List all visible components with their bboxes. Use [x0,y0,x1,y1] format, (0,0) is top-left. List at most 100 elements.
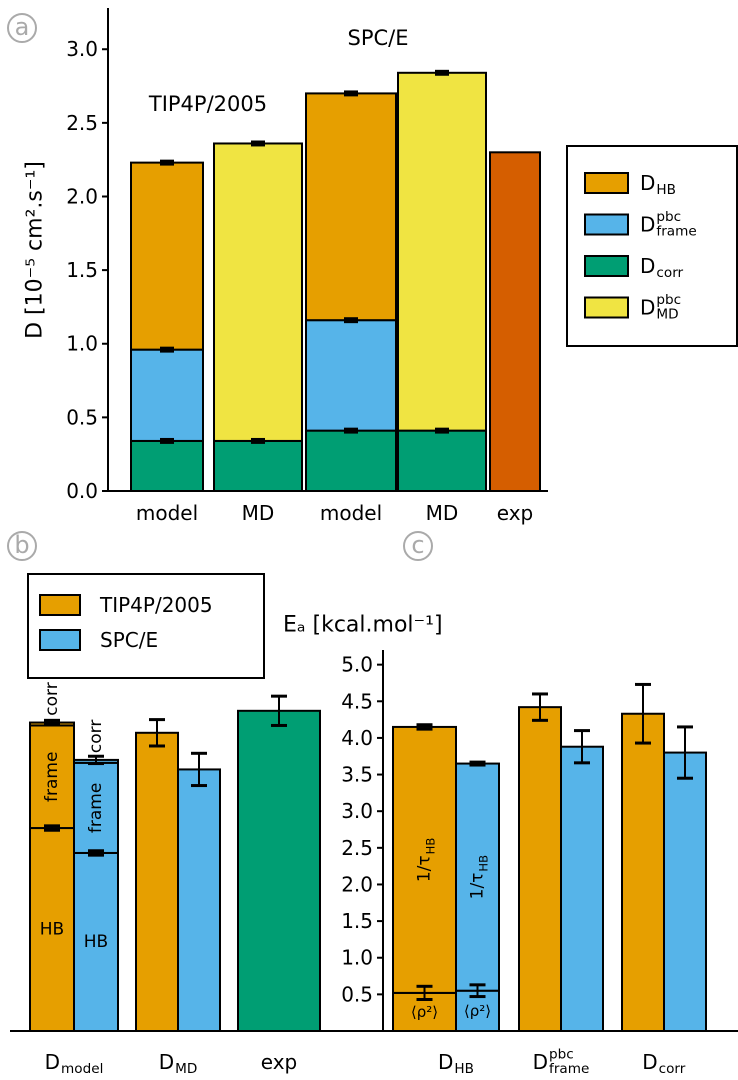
x-tick-label-text: MD [242,501,275,525]
legend-swatch [584,172,629,194]
segment-label-text: frame [86,783,106,833]
bar-segment [305,92,397,322]
error-bar [88,754,104,766]
error-bar [88,849,104,857]
legend-label-text: D [640,171,655,195]
y-tick-label: 2.5 [66,111,98,135]
bar-segment [305,319,397,432]
error-bar [469,983,486,999]
bar-segment [73,851,119,1032]
bar-segment [397,71,487,432]
error-bar [635,682,651,745]
legend-label-text: D [640,296,655,320]
legend-label-text: D [640,254,655,278]
segment-label: 1/τHB [468,855,491,899]
error-bar [435,427,449,434]
y-tick-label: 4.5 [341,689,373,713]
x-tick-label: MD [242,501,275,525]
error-bar [416,984,433,1001]
segment-label: frame [42,752,62,802]
y-axis-label-text: D [10⁻⁵ cm².s⁻¹] [23,161,48,339]
legend-label-sub: frame [656,224,696,240]
y-tick-label: 0.0 [66,479,98,503]
error-bar [574,729,590,765]
segment-label: corr [86,720,106,753]
bar-segment [177,768,221,1032]
x-tick-label: D HB [438,1050,474,1077]
error-bar [44,718,60,727]
error-bar [416,723,433,731]
legend-label-sub: corr [656,265,683,281]
legend-swatch [584,213,629,236]
legend-swatch [584,296,629,319]
y-axis-label: Eₐ [kcal.mol⁻¹] [283,613,443,638]
bar-segment [518,706,562,1033]
y-tick-label: 1.0 [66,332,98,356]
x-tick-label-text: exp [497,501,533,525]
legend-label-text: TIP4P/2005 [99,593,213,617]
segment-label-text: corr [42,682,62,715]
bar-segment [130,348,204,442]
x-tick-label-text: D [533,1050,548,1074]
x-tick-label: exp [261,1050,297,1074]
y-tick-label: 0.5 [66,405,98,429]
panel-label: c [411,531,424,559]
x-tick-label-text: D [159,1050,174,1074]
error-bar [469,760,486,767]
x-tick-label-sub: model [61,1061,103,1077]
error-bar [677,725,693,780]
segment-label: ⟨ρ²⟩ [411,1003,438,1021]
error-bar [251,140,265,147]
x-tick-label-sub: frame [549,1061,589,1077]
error-bar [160,159,174,166]
bar-segment [73,761,119,854]
error-bar [251,437,265,444]
segment-label: frame [86,783,106,833]
segment-label-text: HB [84,932,108,952]
y-tick-label: 5.0 [341,653,373,677]
bar-segment [135,731,179,1033]
x-tick-label-text: MD [426,501,459,525]
bar-segment [213,439,303,492]
legend-label: TIP4P/2005 [99,593,213,617]
x-tick-label-text: model [136,501,198,525]
segment-label-text: 1/τ [468,873,488,900]
error-bar [149,718,165,748]
bar-segment [29,827,75,1033]
y-tick-label: 2.5 [341,836,373,860]
segment-label-text: ⟨ρ²⟩ [411,1003,438,1021]
error-bar [160,346,174,353]
bar-segment [130,439,204,492]
x-tick-label-sup: pbc [549,1046,574,1062]
y-tick-label: 1.5 [66,258,98,282]
x-tick-label-text: D [438,1050,453,1074]
error-bar [344,427,358,434]
x-tick-label: model [320,501,382,525]
y-axis-label: D [10⁻⁵ cm².s⁻¹] [23,161,48,339]
segment-label-sub: HB [423,838,437,855]
error-bar [435,69,449,76]
legend-label: D HB [640,171,676,198]
bar-segment [397,429,487,492]
panel-label-circle [7,531,37,561]
legend-swatch [39,629,81,651]
x-tick-label: model [136,501,198,525]
segment-label-text: frame [42,752,62,802]
legend-label-text: D [640,213,655,237]
legend-swatch [39,594,81,616]
segment-label: ⟨ρ²⟩ [464,1002,491,1020]
y-tick-label: 2.0 [66,184,98,208]
legend-label-sub: MD [656,307,678,323]
y-tick-label: 3.0 [341,799,373,823]
x-tick-label-text: D [642,1050,657,1074]
bar-segment [305,429,397,492]
x-tick-label: D MD [159,1050,198,1077]
y-tick-label: 4.0 [341,726,373,750]
error-bar [344,90,358,97]
panel-label: a [15,13,30,41]
